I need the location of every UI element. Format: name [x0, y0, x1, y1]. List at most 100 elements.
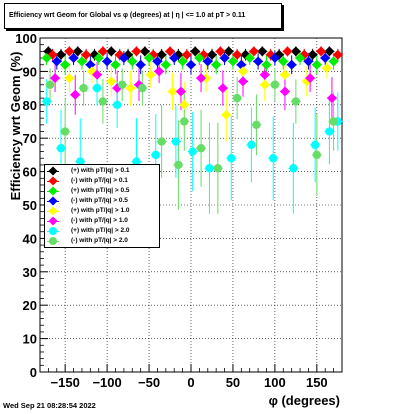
data-point [112, 100, 122, 110]
data-point [215, 46, 226, 57]
data-point [144, 53, 155, 64]
data-point [259, 69, 270, 80]
legend-label: (+) with pT/|q| > 0.1 [71, 167, 130, 174]
data-point [102, 56, 113, 67]
legend-entry: (-) with pT/|q| > 2.0 [45, 236, 159, 246]
y-tick-label: 80 [23, 98, 37, 113]
data-point [291, 97, 301, 106]
data-point [93, 53, 104, 64]
data-point [312, 150, 322, 160]
data-point [127, 56, 138, 67]
data-point [269, 53, 280, 64]
data-point [321, 63, 332, 74]
data-point [188, 147, 197, 156]
x-tick-label: −150 [51, 375, 80, 390]
data-point [248, 46, 259, 57]
data-point [202, 56, 213, 67]
data-point [257, 46, 268, 57]
data-point [247, 140, 256, 150]
data-point [211, 59, 222, 70]
data-point [320, 53, 331, 64]
data-point [289, 164, 298, 173]
y-tick-label: 40 [23, 231, 37, 246]
data-point [305, 73, 316, 84]
y-tick-label: 20 [23, 298, 37, 313]
data-point [324, 46, 335, 57]
data-point [72, 46, 83, 57]
data-point [177, 56, 188, 67]
data-point [219, 53, 230, 64]
data-point [279, 86, 290, 97]
data-point [238, 66, 249, 77]
data-point [157, 137, 166, 146]
data-point [132, 157, 141, 166]
data-point [328, 56, 339, 67]
data-point [145, 69, 156, 80]
data-point [290, 46, 301, 57]
data-point [223, 46, 234, 57]
legend-label: (-) with pT/|q| > 0.5 [71, 197, 128, 204]
y-axis-label: Efficiency wrt Geom (%) [8, 52, 23, 201]
legend-marker [48, 166, 58, 176]
y-tick-label: 60 [23, 165, 37, 180]
data-point [160, 59, 171, 70]
data-point [92, 83, 102, 93]
legend-entry: (+) with pT/|q| > 2.0 [45, 226, 159, 236]
data-point [310, 140, 320, 150]
data-point [269, 154, 278, 163]
data-point [194, 53, 205, 64]
data-point [156, 49, 167, 60]
y-tick-label: 10 [23, 332, 37, 347]
legend-entry: (+) with pT/|q| > 1.0 [45, 206, 159, 216]
data-point [278, 56, 289, 67]
data-point [259, 79, 270, 90]
data-point [326, 93, 337, 104]
data-point [64, 73, 75, 84]
data-point [196, 73, 207, 84]
legend-entry: (-) with pT/|q| > 0.5 [45, 196, 159, 206]
data-point [227, 154, 236, 163]
data-point [236, 59, 247, 70]
data-point [303, 56, 314, 67]
data-point [85, 59, 96, 70]
data-point [295, 53, 306, 64]
data-point [171, 137, 181, 146]
data-point [196, 144, 206, 153]
legend-entry: (-) with pT/|q| > 0.1 [45, 176, 159, 186]
data-point [139, 46, 150, 57]
legend-marker [49, 227, 57, 235]
data-point [179, 99, 190, 110]
data-point [60, 127, 70, 136]
data-point [41, 53, 52, 64]
chart-title: Efficiency wrt Geom for Global vs φ (deg… [9, 12, 246, 19]
data-point [232, 93, 242, 103]
data-point [98, 97, 108, 106]
data-point [190, 46, 201, 57]
data-point [118, 53, 129, 64]
legend-label: (+) with pT/|q| > 0.5 [71, 187, 130, 194]
data-point [79, 83, 88, 93]
data-point [174, 160, 183, 170]
data-point [70, 89, 81, 100]
data-point [206, 49, 217, 60]
data-point [81, 49, 92, 60]
x-tick-label: 150 [306, 375, 328, 390]
data-point [110, 59, 121, 70]
data-point [205, 164, 214, 173]
data-point [106, 76, 117, 87]
y-tick-label: 90 [23, 64, 37, 79]
data-point [60, 59, 71, 70]
x-tick-label: 0 [187, 375, 194, 390]
data-point [42, 97, 51, 106]
data-point [238, 76, 249, 87]
data-point [316, 46, 327, 57]
legend-marker [49, 237, 57, 245]
legend-label: (+) with pT/|q| > 2.0 [71, 227, 130, 234]
data-point [165, 46, 176, 57]
data-point [282, 46, 293, 57]
data-point [106, 46, 117, 57]
y-tick-label: 30 [23, 265, 37, 280]
data-point [92, 69, 103, 80]
data-point [329, 117, 338, 126]
